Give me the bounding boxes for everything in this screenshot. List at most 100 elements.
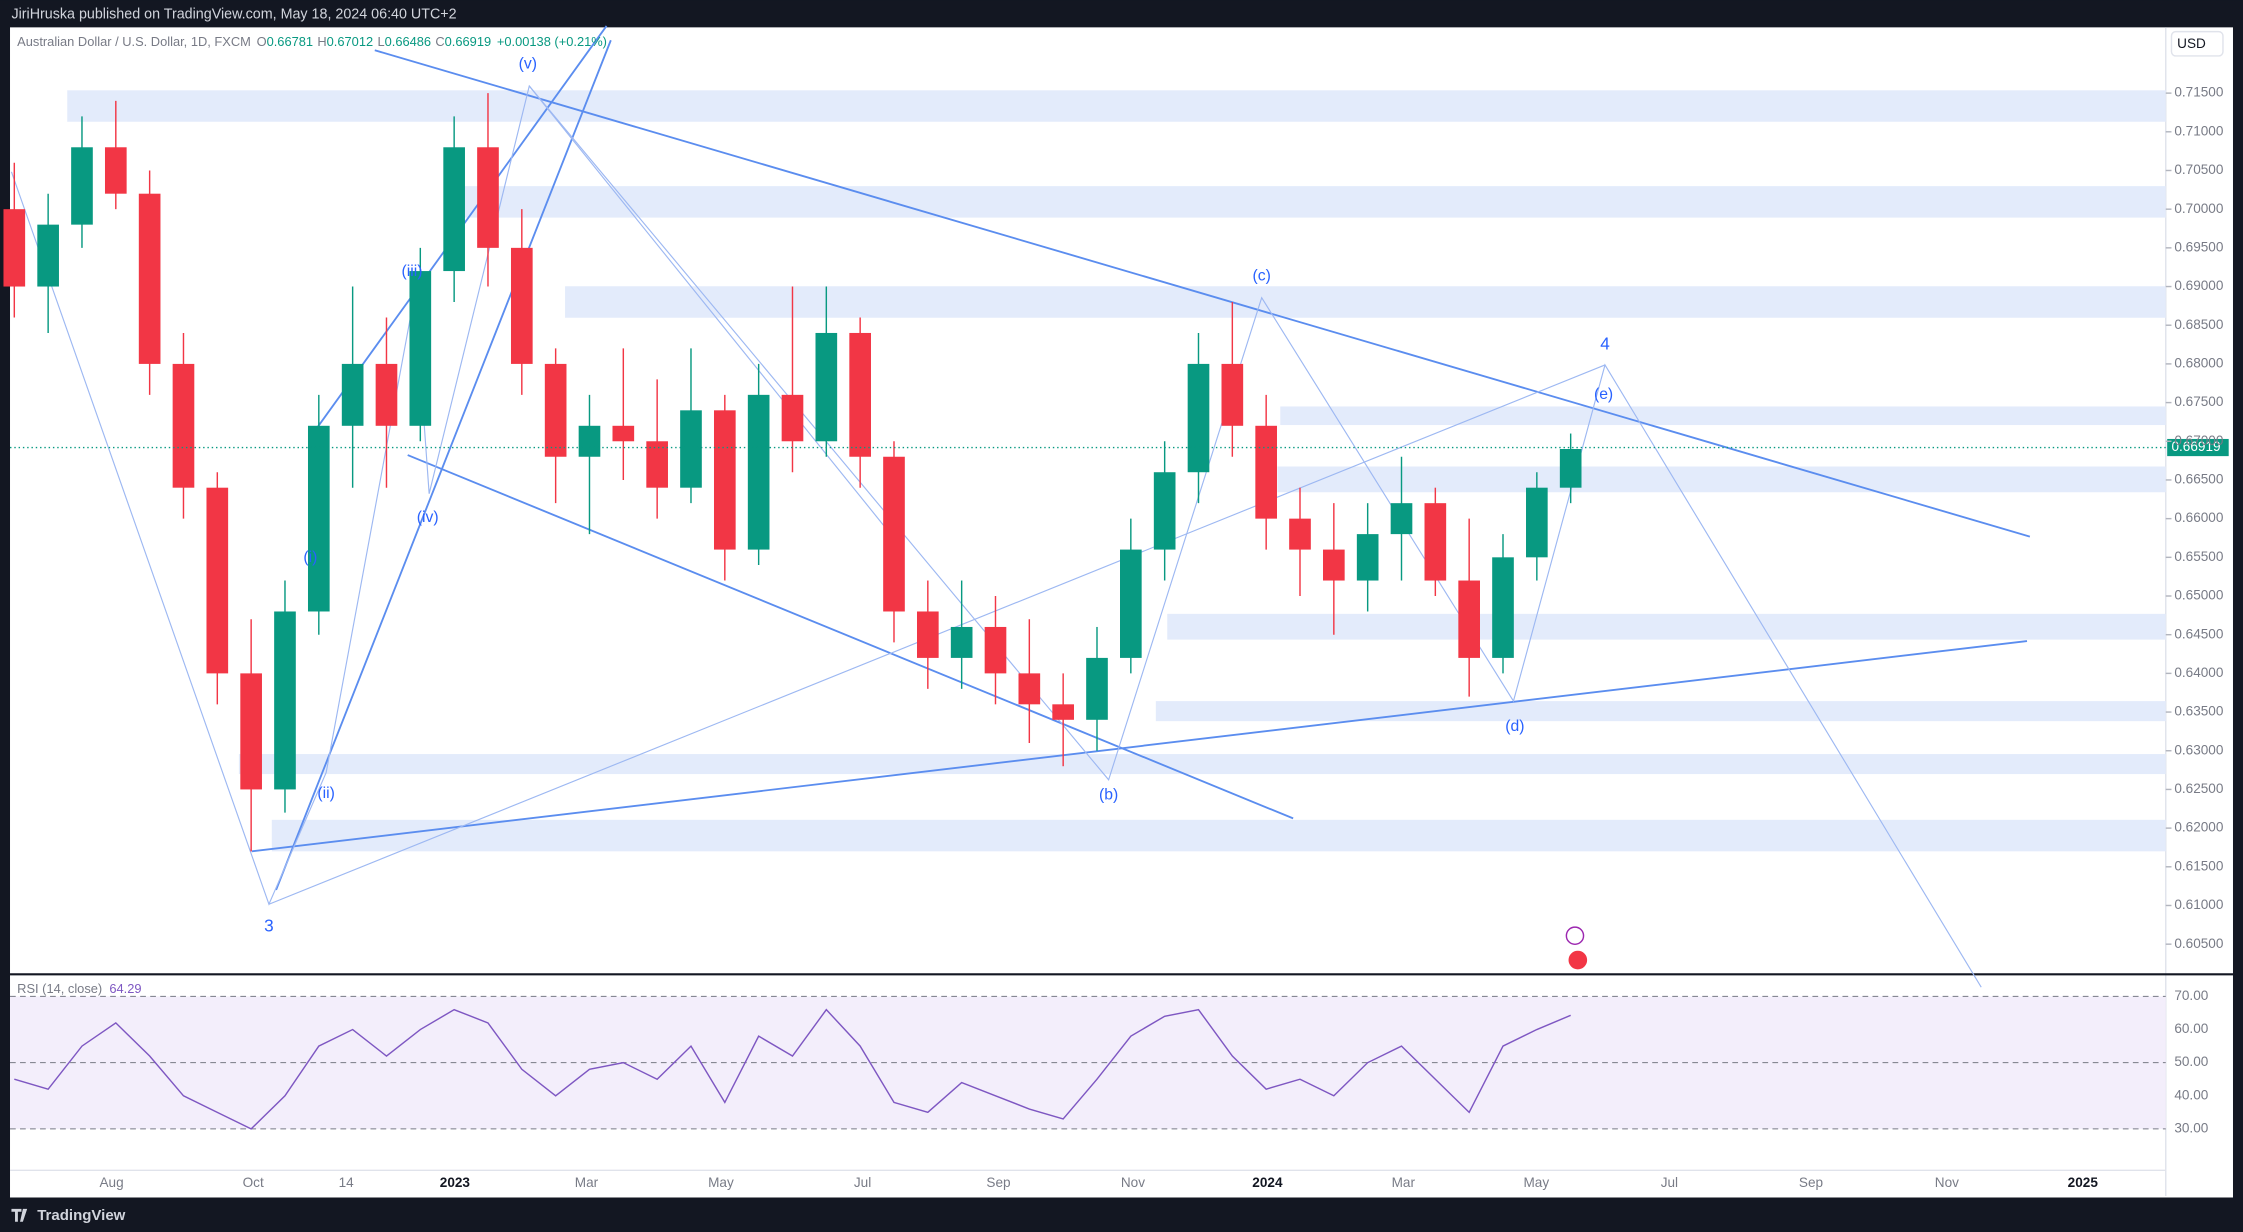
rsi-tick-label: 40.00 — [2174, 1087, 2208, 1102]
zone — [271, 819, 2166, 852]
price-tag — [2167, 438, 2229, 457]
y-tick-label: 0.66500 — [2174, 472, 2224, 487]
legend-item: 0.66486 — [385, 34, 431, 49]
candle-body — [443, 147, 465, 272]
candle-body — [1526, 487, 1548, 558]
x-tick-label: Mar — [575, 1175, 599, 1190]
legend: Australian Dollar / U.S. Dollar, 1D, FXC… — [17, 34, 607, 49]
candle-body — [138, 193, 161, 364]
legend-item: Australian Dollar / U.S. Dollar, 1D, FXC… — [17, 34, 251, 49]
wave-label: (b) — [1099, 787, 1118, 804]
y-tick-label: 0.64500 — [2174, 626, 2224, 641]
rsi-tick-label: 70.00 — [2174, 988, 2208, 1003]
candle-body — [916, 611, 939, 658]
price-tag-label: 0.66919 — [2171, 439, 2220, 454]
candle-body — [1356, 534, 1379, 581]
candle-body — [747, 394, 770, 550]
legend-item: 0.66781 — [267, 34, 313, 49]
legend-item: 0.67012 — [327, 34, 373, 49]
rsi-value: 64.29 — [109, 981, 141, 996]
candle-body — [984, 626, 1007, 674]
candle-body — [815, 332, 838, 442]
candle-body — [206, 487, 229, 674]
candle-body — [1424, 503, 1447, 581]
legend-item: O — [257, 34, 267, 49]
candle-body — [544, 363, 567, 457]
wave-label: (d) — [1505, 718, 1524, 735]
zone — [67, 90, 2166, 122]
y-tick-label: 0.63000 — [2174, 742, 2224, 757]
x-tick-label: 14 — [339, 1175, 355, 1190]
currency-button[interactable] — [2170, 30, 2224, 57]
candle-body — [950, 626, 973, 658]
y-tick-label: 0.64000 — [2174, 665, 2224, 680]
x-tick-label: Jul — [854, 1175, 871, 1190]
candle-body — [172, 363, 195, 488]
y-tick-label: 0.65500 — [2174, 549, 2224, 564]
y-tick-label: 0.71000 — [2174, 123, 2224, 138]
event-icon — [1565, 926, 1585, 946]
zone — [1280, 406, 2166, 426]
candle-body — [1221, 363, 1244, 426]
rsi-tick-label: 50.00 — [2174, 1054, 2208, 1069]
candle-body — [1153, 472, 1176, 550]
zone — [565, 286, 2166, 318]
candle-body — [1323, 549, 1345, 581]
candle-body — [1018, 673, 1041, 705]
candle-body — [37, 224, 59, 287]
candle-body — [510, 247, 533, 364]
rsi-legend: RSI (14, close) 64.29 — [17, 981, 141, 996]
candle-body — [1086, 657, 1108, 720]
candle-body — [104, 147, 127, 194]
zone — [238, 754, 2166, 775]
zone — [1277, 466, 2166, 493]
x-tick-label: Nov — [1935, 1175, 1959, 1190]
x-tick-label: Jul — [1661, 1175, 1678, 1190]
currency-label[interactable]: USD — [2177, 36, 2206, 51]
y-tick-label: 0.65000 — [2174, 588, 2224, 603]
trend-line — [275, 39, 612, 891]
y-tick-label: 0.68000 — [2174, 355, 2224, 370]
y-tick-label: 0.60500 — [2174, 936, 2224, 951]
y-tick-label: 0.70000 — [2174, 201, 2224, 216]
trend-line — [251, 640, 2028, 853]
candle-body — [240, 673, 262, 790]
candle-body — [1255, 425, 1277, 519]
legend-item: +0.00138 (+0.21%) — [497, 34, 607, 49]
y-tick-label: 0.71500 — [2174, 85, 2224, 100]
x-tick-label: 2023 — [440, 1175, 471, 1190]
x-tick-label: May — [708, 1175, 734, 1190]
candle-body — [612, 425, 635, 442]
candle-body — [3, 209, 26, 287]
wave-label: (c) — [1253, 267, 1271, 284]
wave-label: (v) — [519, 56, 537, 73]
candle-body — [849, 332, 871, 457]
candle-body — [409, 271, 432, 426]
x-tick-label: Sep — [986, 1175, 1010, 1190]
y-tick-label: 0.62500 — [2174, 781, 2224, 796]
wave-label: (ii) — [317, 785, 334, 802]
wave-label: (i) — [303, 549, 317, 566]
rsi-tick-label: 30.00 — [2174, 1121, 2208, 1136]
rsi-title: RSI (14, close) — [17, 981, 102, 996]
candle-body — [71, 147, 93, 225]
candle-body — [341, 363, 364, 426]
candle-body — [1458, 580, 1480, 658]
candle-body — [477, 147, 499, 248]
wave-label: (iii) — [402, 263, 423, 280]
candle-body — [1187, 363, 1210, 473]
y-tick-label: 0.62000 — [2174, 820, 2224, 835]
candle-body — [1120, 549, 1142, 658]
rsi-line — [14, 1008, 1571, 1130]
y-tick-label: 0.69000 — [2174, 278, 2224, 293]
y-tick-label: 0.61500 — [2174, 858, 2224, 873]
brand: TradingView — [37, 1207, 125, 1224]
y-tick-label: 0.66000 — [2174, 510, 2224, 525]
legend-item: C — [435, 34, 444, 49]
candle-body — [713, 410, 736, 550]
candle-body — [1559, 449, 1582, 488]
wave-label: 3 — [264, 916, 274, 936]
zone — [1155, 701, 2166, 722]
candle-body — [781, 394, 804, 442]
